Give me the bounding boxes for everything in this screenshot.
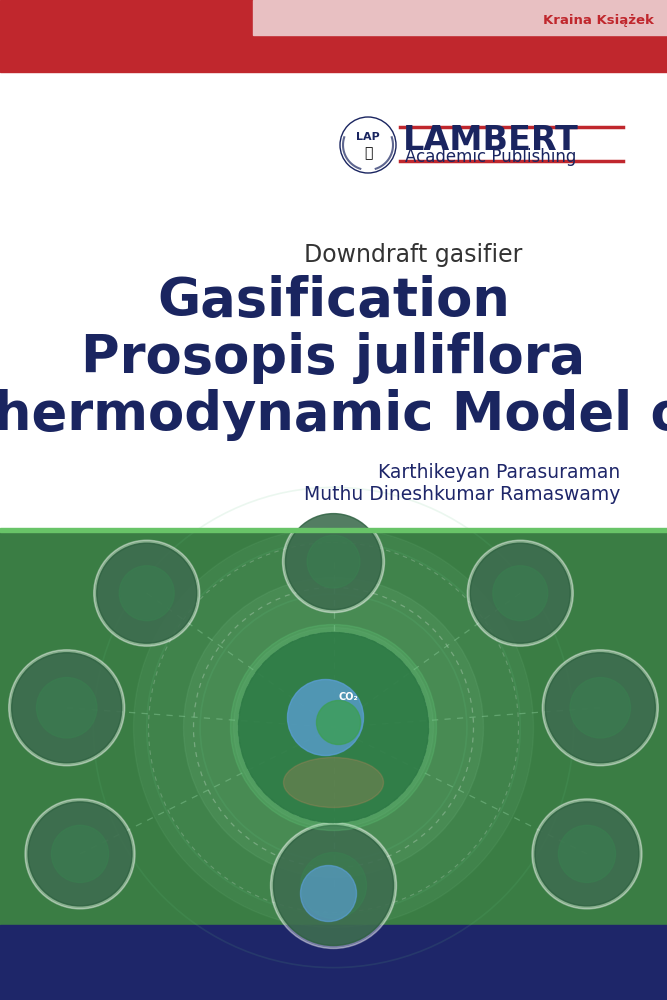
Circle shape [12,653,121,763]
Circle shape [570,678,630,738]
Circle shape [133,528,534,928]
Text: Gasification: Gasification [157,275,510,327]
Text: Karthikeyan Parasuraman: Karthikeyan Parasuraman [378,462,620,482]
Text: LAMBERT: LAMBERT [403,124,579,157]
Circle shape [558,825,616,882]
Circle shape [97,543,197,643]
Circle shape [183,578,484,878]
Text: Downdraft gasifier: Downdraft gasifier [304,243,523,267]
Circle shape [468,540,573,646]
Circle shape [340,117,396,173]
Circle shape [271,822,396,948]
Circle shape [307,535,360,588]
Circle shape [28,802,132,906]
Circle shape [493,566,548,621]
Text: Thermodynamic Model of: Thermodynamic Model of [0,389,667,441]
Circle shape [301,852,366,918]
Bar [0,530,667,925]
Text: CO₂: CO₂ [339,692,358,702]
Circle shape [535,802,639,906]
Circle shape [317,700,360,744]
Bar [0,0,667,72]
Bar [0,925,667,1000]
Circle shape [94,540,199,646]
Bar [0,528,667,532]
Circle shape [233,628,434,828]
Circle shape [283,511,384,613]
Circle shape [470,543,570,643]
Text: Academic Publishing: Academic Publishing [405,148,576,166]
Circle shape [287,680,364,756]
Circle shape [239,633,428,822]
Circle shape [51,825,109,882]
Circle shape [301,865,356,922]
Text: Prosopis juliflora: Prosopis juliflora [81,332,586,384]
Text: LAP: LAP [356,132,380,142]
Circle shape [285,514,382,610]
Circle shape [119,566,174,621]
Text: 📖: 📖 [364,146,372,160]
Circle shape [542,650,658,766]
Circle shape [231,624,436,830]
Bar [253,0,667,35]
Circle shape [37,678,97,738]
Circle shape [9,650,125,766]
Circle shape [546,653,655,763]
Circle shape [25,799,135,909]
Ellipse shape [283,758,384,808]
Text: Muthu Dineshkumar Ramaswamy: Muthu Dineshkumar Ramaswamy [304,486,620,504]
Circle shape [532,799,642,909]
Text: Kraina Książek: Kraina Książek [543,14,654,27]
Circle shape [273,826,394,946]
